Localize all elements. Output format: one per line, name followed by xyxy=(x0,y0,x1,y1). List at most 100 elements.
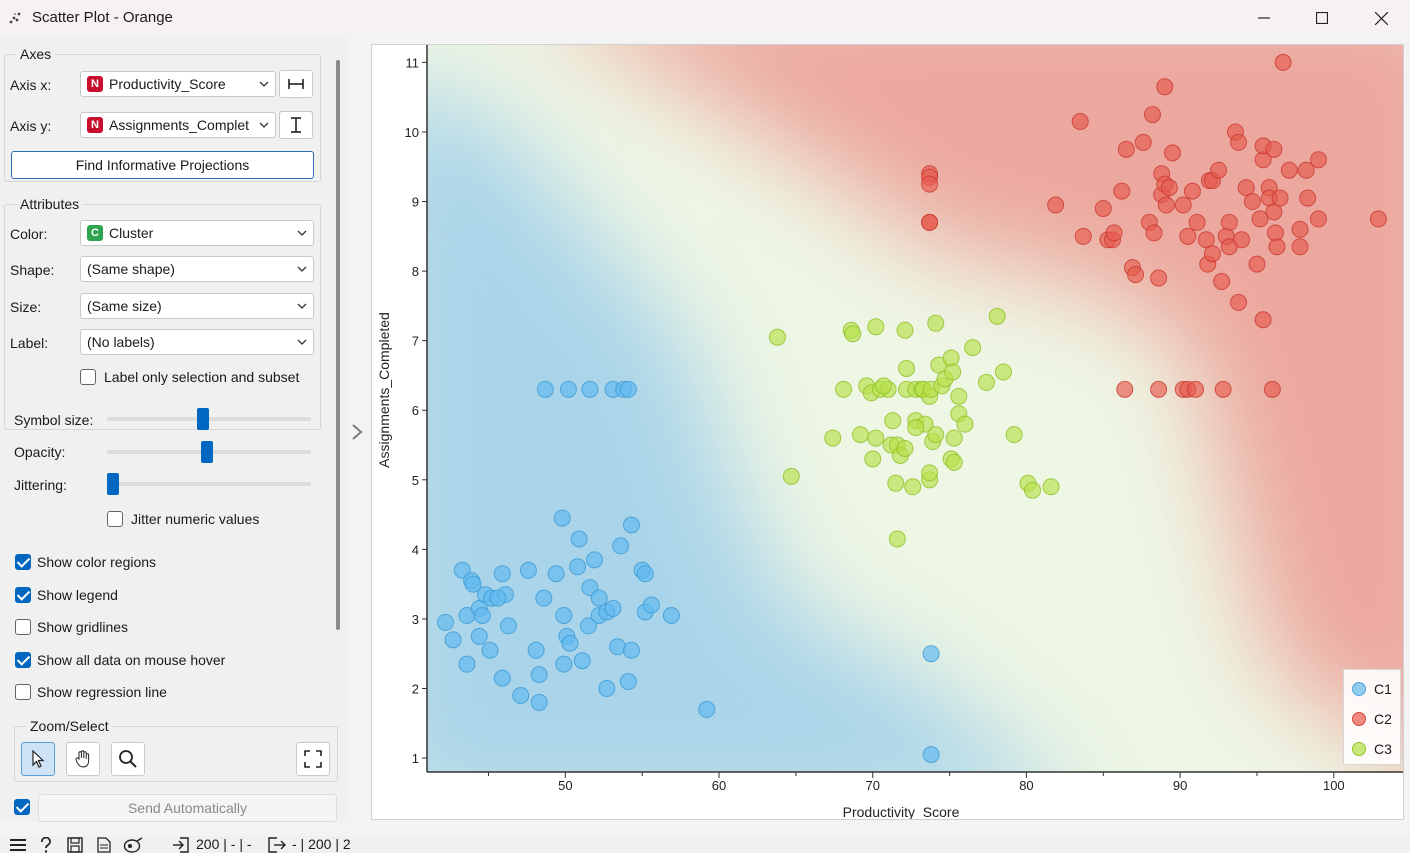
data-point-c1[interactable] xyxy=(619,673,637,691)
data-point-c3[interactable] xyxy=(884,412,902,430)
data-point-c2[interactable] xyxy=(1145,224,1163,242)
data-point-c3[interactable] xyxy=(927,426,945,444)
show-color-regions-checkbox[interactable] xyxy=(15,554,31,570)
size-combo[interactable]: (Same size) xyxy=(80,293,314,319)
data-point-c2[interactable] xyxy=(1309,210,1327,228)
data-point-c3[interactable] xyxy=(977,373,995,391)
help-icon[interactable] xyxy=(39,837,53,853)
send-automatically-checkbox[interactable] xyxy=(14,799,30,815)
save-icon[interactable] xyxy=(67,837,83,853)
data-point-c2[interactable] xyxy=(1214,380,1232,398)
data-point-c1[interactable] xyxy=(559,380,577,398)
data-point-c1[interactable] xyxy=(530,693,548,711)
data-point-c1[interactable] xyxy=(662,606,680,624)
data-point-c3[interactable] xyxy=(898,359,916,377)
data-point-c1[interactable] xyxy=(622,516,640,534)
data-point-c2[interactable] xyxy=(921,175,939,193)
send-automatically-button[interactable]: Send Automatically xyxy=(38,794,337,822)
axis-x-range-button[interactable] xyxy=(279,70,313,98)
data-point-c1[interactable] xyxy=(604,600,622,618)
data-point-c2[interactable] xyxy=(1047,196,1065,214)
jittering-slider-handle[interactable] xyxy=(107,473,119,495)
visualize-icon[interactable] xyxy=(123,837,143,853)
data-point-c3[interactable] xyxy=(867,318,885,336)
scatter-plot[interactable]: 50 60 70 80 90 100 1 2 3 4 5 6 7 8 9 10 11 Productivity_… xyxy=(372,45,1403,819)
data-point-c1[interactable] xyxy=(922,645,940,663)
pan-tool-button[interactable] xyxy=(66,742,100,776)
data-point-c3[interactable] xyxy=(927,314,945,332)
data-point-c2[interactable] xyxy=(1197,231,1215,249)
data-point-c3[interactable] xyxy=(1042,478,1060,496)
select-tool-button[interactable] xyxy=(21,742,55,776)
data-point-c1[interactable] xyxy=(581,380,599,398)
data-point-c2[interactable] xyxy=(1274,53,1292,71)
data-point-c2[interactable] xyxy=(1280,161,1298,179)
data-point-c1[interactable] xyxy=(473,606,491,624)
show-regression-checkbox[interactable] xyxy=(15,684,31,700)
color-combo[interactable]: C Cluster xyxy=(80,220,314,246)
data-point-c1[interactable] xyxy=(527,641,545,659)
data-point-c1[interactable] xyxy=(493,565,511,583)
data-point-c2[interactable] xyxy=(1297,161,1315,179)
data-point-c1[interactable] xyxy=(698,700,716,718)
data-point-c1[interactable] xyxy=(470,627,488,645)
find-informative-projections-button[interactable]: Find Informative Projections xyxy=(11,151,314,179)
data-point-c3[interactable] xyxy=(896,321,914,339)
data-point-c1[interactable] xyxy=(598,680,616,698)
data-point-c1[interactable] xyxy=(436,613,454,631)
data-point-c2[interactable] xyxy=(1174,196,1192,214)
data-point-c2[interactable] xyxy=(1265,203,1283,221)
data-point-c2[interactable] xyxy=(1251,210,1269,228)
data-point-c2[interactable] xyxy=(1254,311,1272,329)
data-point-c1[interactable] xyxy=(493,669,511,687)
data-point-c3[interactable] xyxy=(945,429,963,447)
data-point-c1[interactable] xyxy=(481,641,499,659)
data-point-c1[interactable] xyxy=(609,638,627,656)
data-point-c2[interactable] xyxy=(1271,189,1289,207)
data-point-c2[interactable] xyxy=(1220,213,1238,231)
data-point-c3[interactable] xyxy=(956,415,974,433)
data-point-c2[interactable] xyxy=(1213,273,1231,291)
data-point-c2[interactable] xyxy=(1143,106,1161,124)
label-only-selection-checkbox[interactable] xyxy=(80,369,96,385)
data-point-c1[interactable] xyxy=(573,652,591,670)
control-panel-scrollbar[interactable] xyxy=(336,60,340,630)
data-point-c2[interactable] xyxy=(1105,224,1123,242)
data-point-c3[interactable] xyxy=(921,464,939,482)
data-point-c2[interactable] xyxy=(1160,179,1178,197)
data-point-c1[interactable] xyxy=(555,655,573,673)
data-point-c2[interactable] xyxy=(1179,227,1197,245)
data-point-c2[interactable] xyxy=(1369,210,1387,228)
data-point-c3[interactable] xyxy=(824,429,842,447)
data-point-c3[interactable] xyxy=(874,377,892,395)
data-point-c2[interactable] xyxy=(1183,182,1201,200)
data-point-c2[interactable] xyxy=(1187,380,1205,398)
data-point-c2[interactable] xyxy=(1233,231,1251,249)
data-point-c1[interactable] xyxy=(561,634,579,652)
data-point-c3[interactable] xyxy=(888,530,906,548)
close-button[interactable] xyxy=(1352,0,1410,36)
reset-zoom-button[interactable] xyxy=(296,742,330,776)
data-point-c3[interactable] xyxy=(904,478,922,496)
data-point-c2[interactable] xyxy=(1150,269,1168,287)
data-point-c1[interactable] xyxy=(590,589,608,607)
data-point-c2[interactable] xyxy=(1156,78,1174,96)
data-point-c3[interactable] xyxy=(768,328,786,346)
data-point-c1[interactable] xyxy=(579,617,597,635)
data-point-c3[interactable] xyxy=(851,426,869,444)
data-point-c3[interactable] xyxy=(896,440,914,458)
data-point-c2[interactable] xyxy=(1127,266,1145,284)
data-point-c1[interactable] xyxy=(489,589,507,607)
data-point-c1[interactable] xyxy=(642,596,660,614)
data-point-c2[interactable] xyxy=(1094,199,1112,217)
minimize-button[interactable] xyxy=(1235,0,1293,36)
label-combo[interactable]: (No labels) xyxy=(80,329,314,355)
data-point-c2[interactable] xyxy=(1291,238,1309,256)
data-point-c1[interactable] xyxy=(922,746,940,764)
data-point-c2[interactable] xyxy=(1248,255,1266,273)
data-point-c2[interactable] xyxy=(1263,380,1281,398)
data-point-c3[interactable] xyxy=(835,380,853,398)
data-point-c1[interactable] xyxy=(570,530,588,548)
data-point-c2[interactable] xyxy=(1157,196,1175,214)
show-all-data-checkbox[interactable] xyxy=(15,652,31,668)
